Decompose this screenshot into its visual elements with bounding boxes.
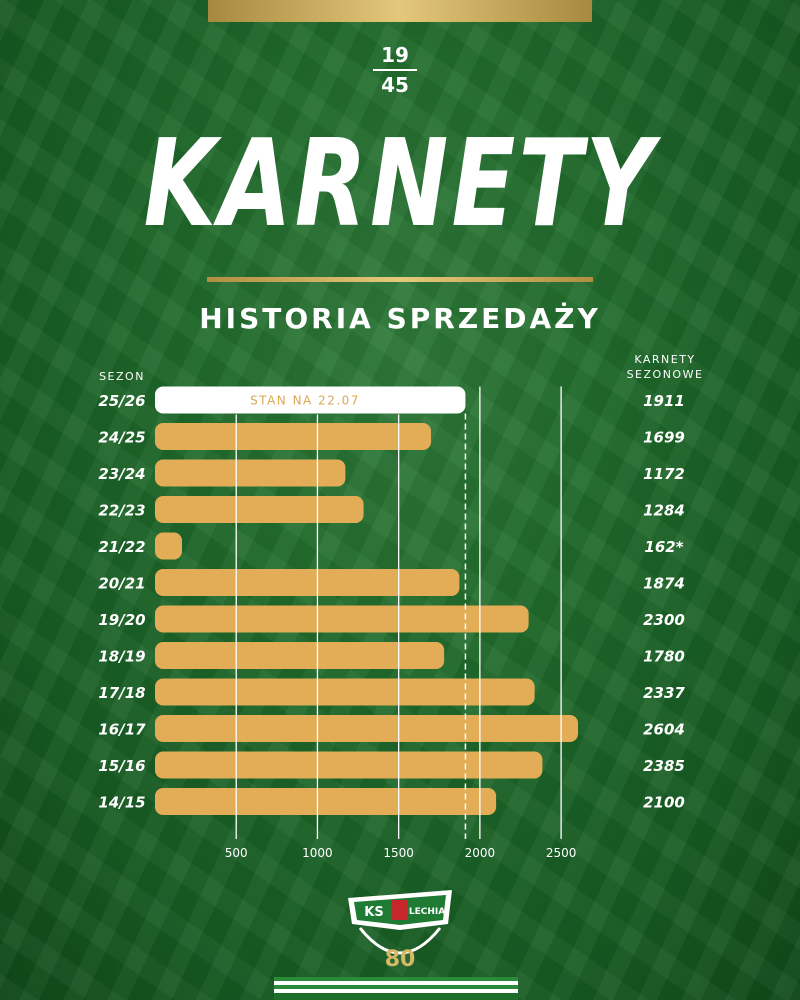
year-top: 19 [381, 43, 409, 67]
season-bar [155, 678, 535, 706]
page-title: KARNETY [143, 115, 657, 254]
current-season-status-label: STAN NA 22.07 [250, 394, 360, 408]
ticket-count-label: 2385 [643, 757, 685, 775]
season-bar [155, 605, 529, 633]
tickets-column-header: KARNETY SEZONOWE [620, 352, 710, 382]
ticket-count-label: 1780 [643, 648, 685, 666]
x-tick-label: 2500 [546, 846, 577, 860]
season-bar [155, 569, 460, 596]
season-bar [155, 532, 182, 560]
season-bar [155, 751, 543, 779]
bottom-stripe [274, 977, 518, 1000]
current-season-bar [155, 386, 466, 414]
season-label: 16/17 [98, 721, 146, 739]
ticket-count-label: 1284 [643, 502, 685, 520]
ticket-count-label: 1172 [643, 465, 685, 483]
x-tick-label: 1500 [383, 846, 414, 860]
tickets-header-line1: KARNETY [634, 353, 696, 366]
club-crest-logo: KS LECHIA 80 [348, 890, 452, 972]
season-label: 17/18 [98, 684, 145, 702]
year-bottom: 45 [381, 73, 409, 97]
top-gold-bar [208, 0, 592, 22]
x-tick-label: 1000 [302, 846, 333, 860]
season-label: 15/16 [98, 757, 145, 775]
season-label: 14/15 [98, 794, 145, 812]
crest-shield [392, 900, 408, 920]
season-label: 24/25 [98, 429, 145, 447]
anniversary-number: 80 [385, 947, 416, 972]
x-tick-label: 2000 [465, 846, 496, 860]
season-label: 21/22 [98, 538, 145, 556]
year-divider [373, 69, 417, 71]
season-label: 23/24 [98, 465, 145, 483]
season-bar [155, 788, 497, 815]
ticket-count-label: 162* [644, 538, 683, 556]
season-label: 19/20 [98, 611, 145, 629]
x-tick-label: 500 [225, 846, 248, 860]
ticket-count-label: 2337 [643, 684, 685, 702]
season-bar [155, 642, 445, 669]
season-label: 22/23 [98, 502, 145, 520]
ticket-count-label: 2604 [643, 721, 685, 739]
title-gold-rule [207, 277, 593, 282]
season-label: 25/26 [98, 392, 145, 410]
season-tickets-chart: 25/26 1911 24/25 1699 23/24 1172 22/23 1284 21/2… [98, 386, 685, 860]
season-column-header: SEZON [99, 370, 145, 383]
season-bar [155, 459, 346, 487]
tickets-header-line2: SEZONOWE [626, 368, 704, 381]
season-bar [155, 715, 578, 742]
ticket-count-label: 2300 [643, 611, 685, 629]
ticket-count-label: 1911 [643, 392, 685, 410]
season-label: 20/21 [98, 575, 145, 593]
ticket-count-label: 1699 [643, 429, 685, 447]
crest-club-left: KS [364, 905, 383, 920]
season-label: 18/19 [98, 648, 145, 666]
page-subtitle: HISTORIA SPRZEDAŻY [199, 302, 601, 335]
ticket-count-label: 2100 [643, 794, 685, 812]
season-bar [155, 496, 364, 523]
crest-base-arc [358, 927, 442, 955]
founding-year-mark: 19 45 [371, 44, 419, 96]
crest-club-right: LECHIA [409, 907, 445, 917]
ticket-count-label: 1874 [643, 575, 685, 593]
season-bar [155, 423, 431, 450]
